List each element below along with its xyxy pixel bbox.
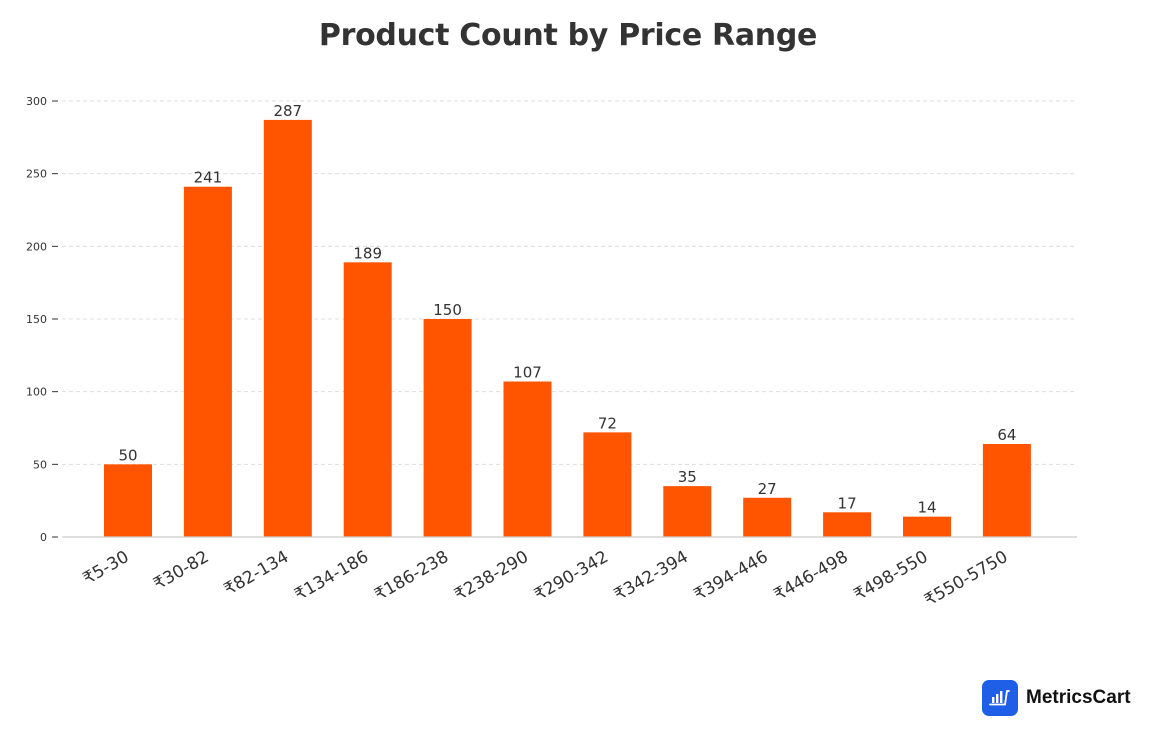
bar — [823, 512, 872, 537]
x-tick-label: ₹5-30 — [80, 547, 133, 589]
bar — [583, 432, 632, 537]
bar — [743, 497, 792, 537]
y-tick-label: 50 — [33, 458, 47, 471]
data-labels: 50 241 287 189 150 107 72 35 27 17 14 64 — [118, 102, 1016, 517]
bar — [104, 464, 152, 537]
bar-value-label: 14 — [917, 499, 936, 517]
x-tick-label: ₹30-82 — [150, 547, 212, 594]
bars — [104, 119, 1031, 537]
chart-cart-icon — [982, 680, 1018, 716]
y-axis: 0 50 100 150 200 250 300 — [26, 95, 58, 544]
y-tick-label: 0 — [40, 531, 47, 544]
brand-logo: MetricsCart — [982, 680, 1131, 716]
x-tick-label: ₹134-186 — [291, 547, 372, 605]
x-tick-label: ₹394-446 — [691, 547, 772, 605]
bar — [183, 186, 232, 537]
x-axis: ₹5-30 ₹30-82 ₹82-134 ₹134-186 ₹186-238 ₹238-2… — [62, 536, 1077, 611]
x-tick-label: ₹82-134 — [221, 547, 293, 600]
bar-value-label: 287 — [273, 102, 302, 120]
y-tick-label: 300 — [26, 95, 47, 108]
bar-value-label: 189 — [353, 244, 382, 262]
x-tick-label: ₹550-5750 — [921, 547, 1011, 611]
brand-name: MetricsCart — [1026, 687, 1131, 708]
bar-value-label: 17 — [838, 494, 857, 512]
bar — [503, 381, 552, 537]
bar-value-label: 64 — [997, 426, 1016, 444]
y-tick-label: 150 — [26, 313, 47, 326]
bar-value-label: 107 — [513, 363, 542, 381]
y-tick-label: 100 — [26, 386, 47, 399]
bar-value-label: 241 — [194, 169, 223, 187]
x-tick-label: ₹446-498 — [771, 547, 852, 605]
bar — [343, 262, 392, 537]
bar-value-label: 150 — [433, 301, 462, 319]
bar-value-label: 72 — [598, 414, 617, 432]
bar — [982, 443, 1031, 537]
y-tick-label: 200 — [26, 240, 47, 253]
bar-value-label: 50 — [118, 446, 137, 464]
bar — [423, 319, 472, 537]
chart-title: Product Count by Price Range — [318, 18, 818, 53]
bar — [263, 119, 312, 537]
bar — [663, 486, 712, 537]
bar — [903, 516, 951, 537]
x-tick-label: ₹498-550 — [851, 547, 932, 605]
x-tick-label: ₹290-342 — [531, 547, 612, 605]
x-tick-label: ₹342-394 — [611, 547, 692, 605]
bar-value-label: 27 — [758, 480, 777, 498]
x-tick-label: ₹238-290 — [451, 547, 532, 605]
bar-value-label: 35 — [678, 468, 697, 486]
x-tick-label: ₹186-238 — [371, 547, 452, 605]
y-tick-label: 250 — [26, 168, 47, 181]
